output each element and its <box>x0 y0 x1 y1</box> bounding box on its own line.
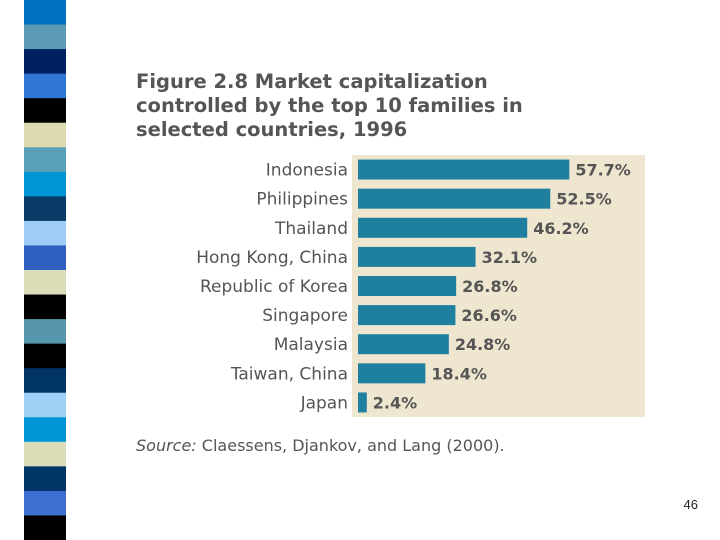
page-number: 46 <box>683 497 698 512</box>
value-label: 57.7% <box>575 161 631 180</box>
strip-segment <box>24 147 66 173</box>
bar <box>358 246 476 267</box>
strip-segment <box>24 515 66 540</box>
strip-segment <box>24 245 66 271</box>
category-label: Japan <box>300 393 348 413</box>
value-label: 52.5% <box>556 190 612 209</box>
strip-segment <box>24 417 66 443</box>
source-note: Source: Claessens, Djankov, and Lang (20… <box>136 436 505 455</box>
bar-chart: Indonesia 57.7% Philippines 52.5% Thailand 46… <box>130 155 650 420</box>
strip-segment <box>24 368 66 394</box>
category-label: Thailand <box>274 219 348 239</box>
strip-segment <box>24 98 66 124</box>
value-label: 18.4% <box>431 364 487 383</box>
strip-segment <box>24 270 66 296</box>
bar <box>358 188 551 209</box>
category-label: Malaysia <box>274 335 348 355</box>
strip-segment <box>24 441 66 467</box>
value-label: 2.4% <box>373 393 417 412</box>
category-label: Republic of Korea <box>200 277 348 297</box>
strip-segment <box>24 196 66 222</box>
source-text: Claessens, Djankov, and Lang (2000). <box>201 436 505 455</box>
bar <box>358 217 528 238</box>
figure-title: Figure 2.8 Market capitalization control… <box>136 70 523 141</box>
value-label: 46.2% <box>533 219 589 238</box>
decorative-color-strip <box>24 0 66 540</box>
strip-segment <box>24 24 66 50</box>
bar <box>358 392 367 413</box>
bar <box>358 305 456 326</box>
strip-segment <box>24 0 66 26</box>
strip-segment <box>24 171 66 197</box>
strip-segment <box>24 49 66 75</box>
strip-segment <box>24 466 66 492</box>
strip-segment <box>24 294 66 320</box>
strip-segment <box>24 392 66 418</box>
bar <box>358 334 449 355</box>
category-label: Taiwan, China <box>230 364 348 384</box>
strip-segment <box>24 343 66 369</box>
bar <box>358 363 426 384</box>
category-label: Hong Kong, China <box>196 248 348 268</box>
strip-segment <box>24 319 66 345</box>
value-label: 26.6% <box>461 306 517 325</box>
value-label: 26.8% <box>462 277 518 296</box>
strip-segment <box>24 73 66 99</box>
source-label: Source: <box>136 436 197 455</box>
strip-segment <box>24 220 66 246</box>
category-label: Singapore <box>262 306 348 326</box>
category-label: Philippines <box>256 190 348 210</box>
strip-segment <box>24 122 66 148</box>
category-label: Indonesia <box>266 161 348 181</box>
strip-segment <box>24 490 66 516</box>
bar <box>358 159 570 180</box>
value-label: 24.8% <box>455 335 511 354</box>
value-label: 32.1% <box>482 248 538 267</box>
bar <box>358 276 457 296</box>
